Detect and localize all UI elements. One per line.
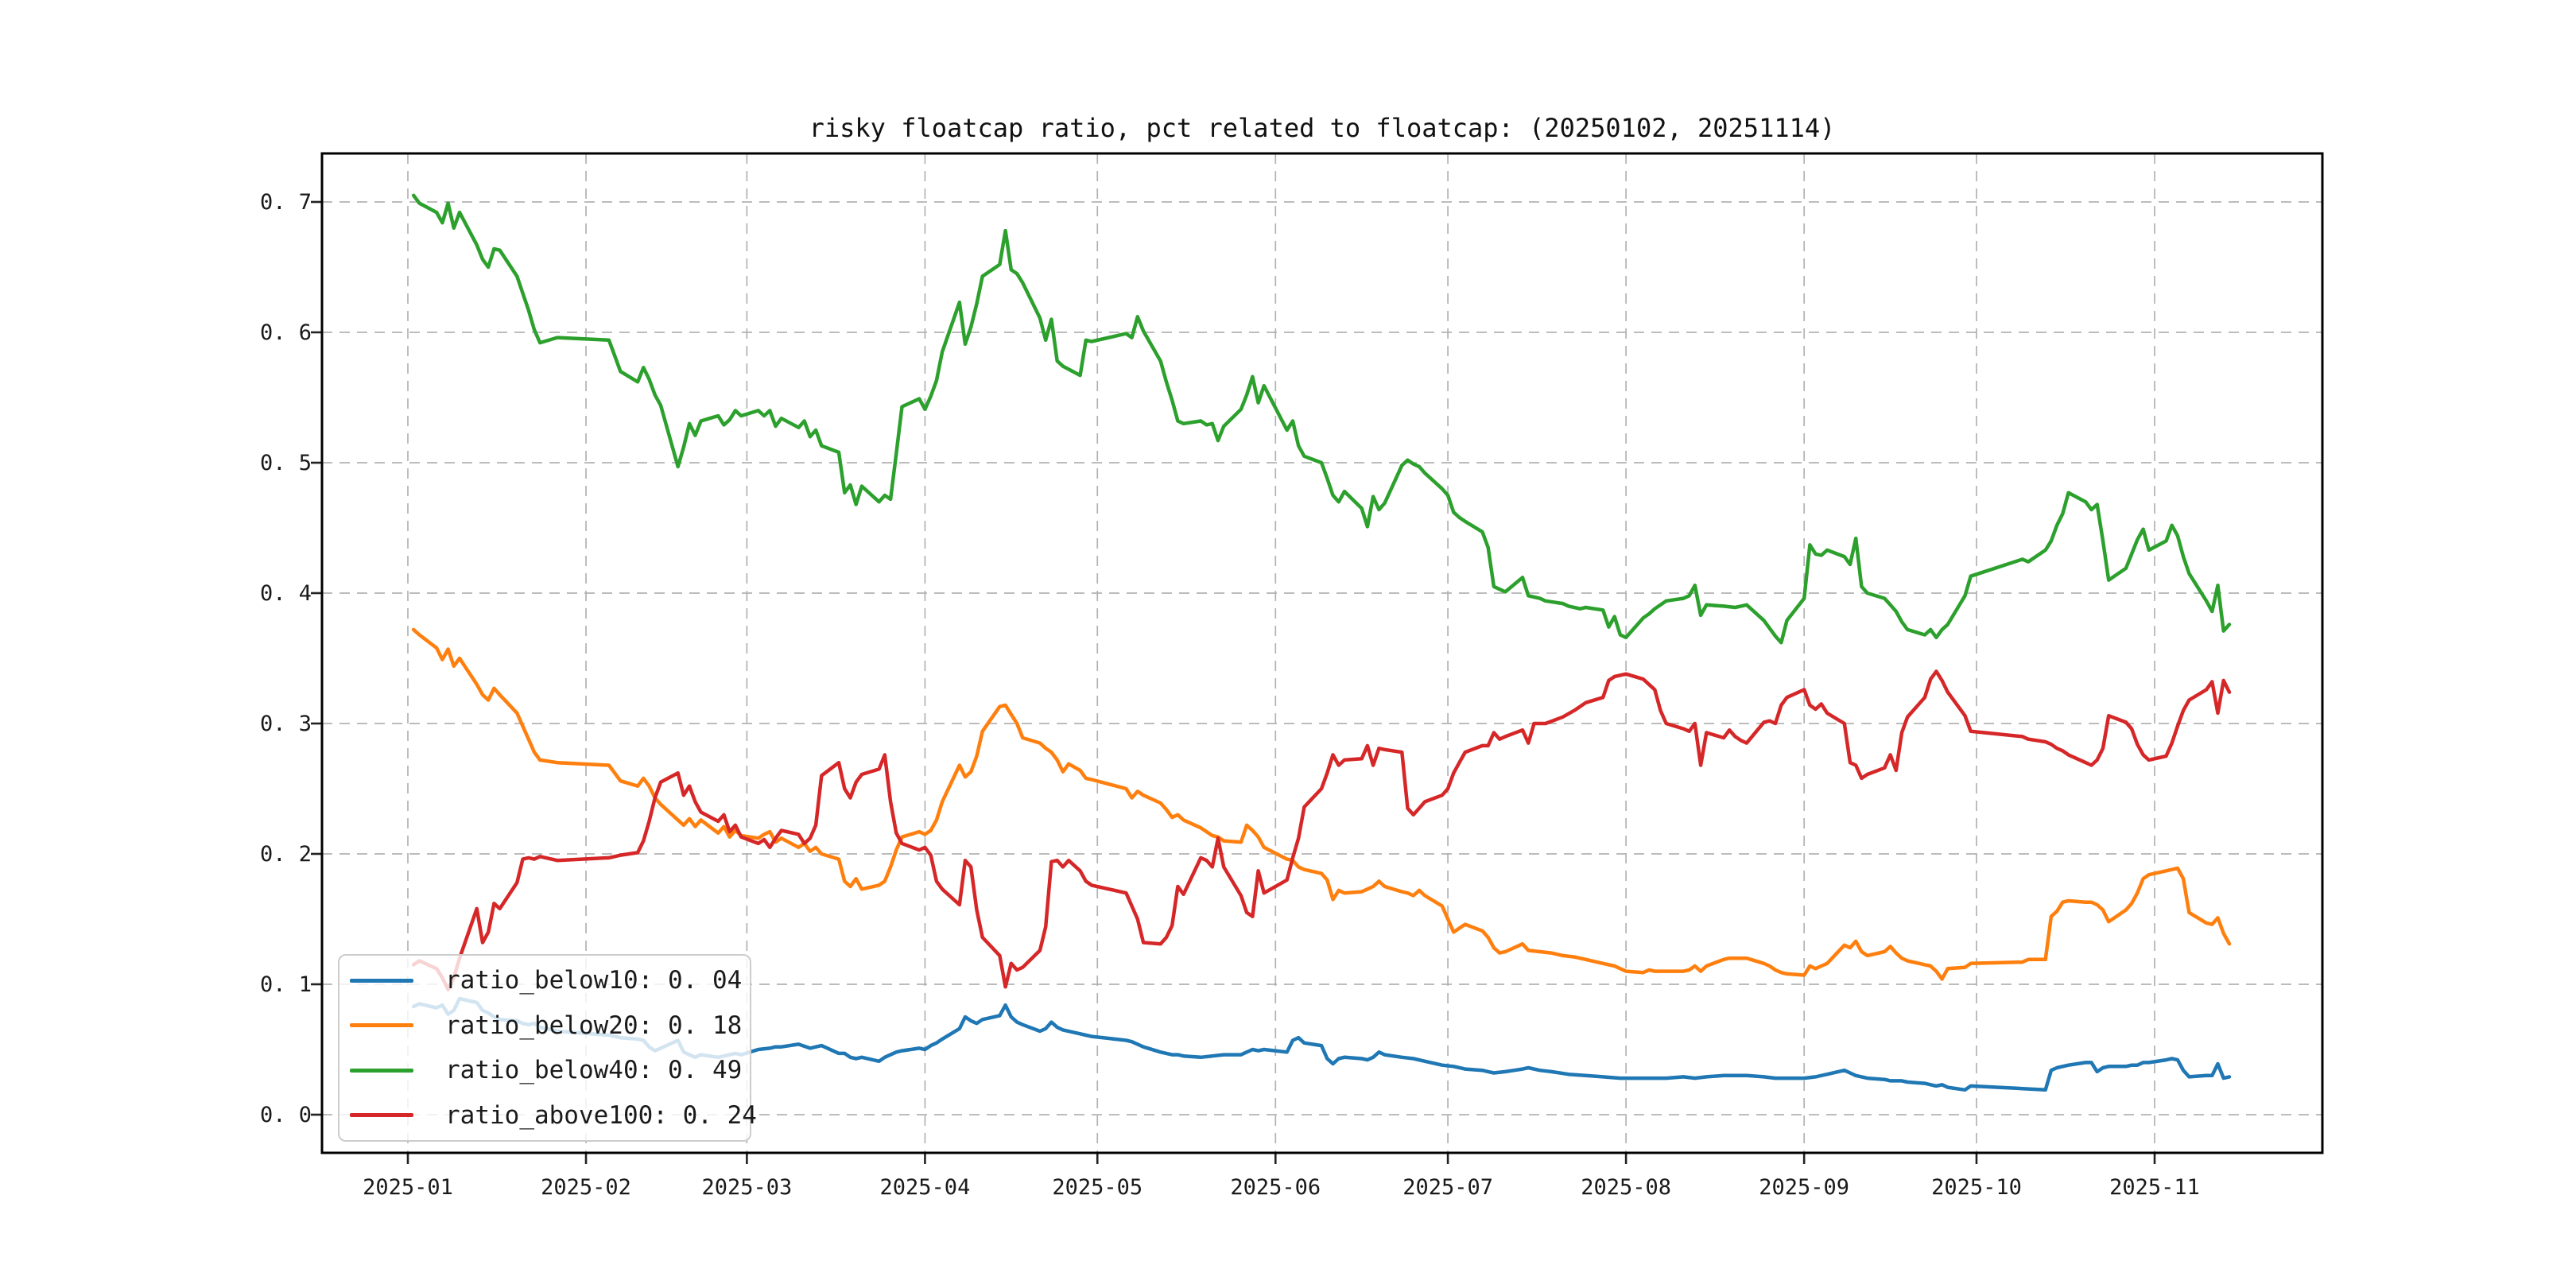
legend-item-ratio-below20: ratio_below20: 0. 18 xyxy=(339,1005,750,1046)
x-tick-label: 2025-01 xyxy=(363,1175,453,1200)
legend-label: ratio_below40: 0. 49 xyxy=(445,1056,743,1085)
x-tick-label: 2025-03 xyxy=(701,1175,792,1200)
legend-label: ratio_below20: 0. 18 xyxy=(445,1011,743,1040)
y-tick-label: 0. 7 xyxy=(260,190,312,215)
legend-item-ratio-below10: ratio_below10: 0. 04 xyxy=(339,960,750,1001)
series-line-ratio_above100 xyxy=(411,669,2232,991)
x-tick-label: 2025-04 xyxy=(880,1175,971,1200)
legend-line-sample-red xyxy=(350,1113,413,1118)
legend-item-ratio-above100: ratio_above100: 0. 24 xyxy=(339,1095,757,1135)
x-tick-label: 2025-05 xyxy=(1052,1175,1143,1200)
x-tick-label: 2025-06 xyxy=(1230,1175,1321,1200)
y-tick-label: 0. 4 xyxy=(260,581,312,606)
series-line-ratio_below40 xyxy=(411,193,2232,645)
legend-label: ratio_below10: 0. 04 xyxy=(445,966,743,995)
legend-line-sample-green xyxy=(350,1068,413,1073)
y-tick-label: 0. 2 xyxy=(260,842,312,867)
x-tick-label: 2025-07 xyxy=(1402,1175,1493,1200)
y-tick-label: 0. 0 xyxy=(260,1103,312,1127)
x-tick-label: 2025-10 xyxy=(1931,1175,2022,1200)
x-tick-label: 2025-08 xyxy=(1581,1175,1671,1200)
x-tick-label: 2025-09 xyxy=(1759,1175,1849,1200)
axes-frame xyxy=(320,152,2324,1154)
legend-line-sample-orange xyxy=(350,1023,413,1028)
y-tick-label: 0. 1 xyxy=(260,972,312,997)
x-tick-label: 2025-02 xyxy=(541,1175,631,1200)
legend-item-ratio-below40: ratio_below40: 0. 49 xyxy=(339,1050,750,1091)
legend-line-sample-blue xyxy=(350,978,413,983)
series-line-ratio_below20 xyxy=(411,627,2232,981)
legend-label: ratio_above100: 0. 24 xyxy=(445,1100,757,1130)
x-tick-label: 2025-11 xyxy=(2109,1175,2200,1200)
chart-title: risky floatcap ratio, pct related to flo… xyxy=(809,113,1836,143)
y-tick-label: 0. 3 xyxy=(260,712,312,736)
y-tick-label: 0. 6 xyxy=(260,320,312,345)
y-tick-label: 0. 5 xyxy=(260,451,312,475)
legend: ratio_below10: 0. 04 ratio_below20: 0. 1… xyxy=(338,954,757,1142)
